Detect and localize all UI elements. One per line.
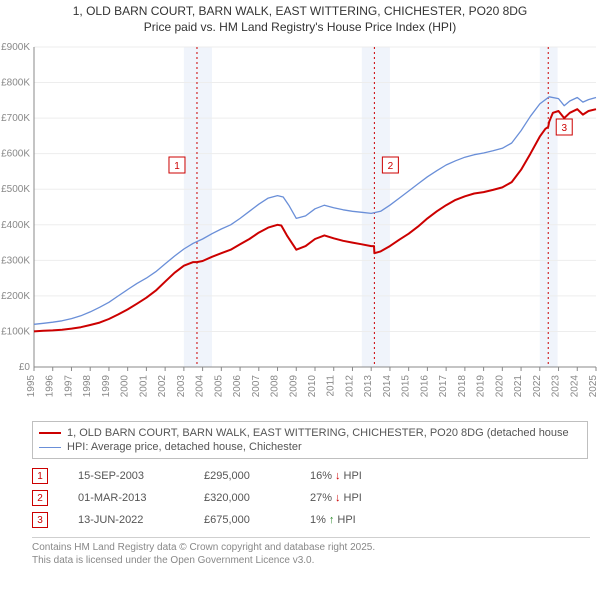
svg-text:£700K: £700K bbox=[1, 113, 30, 124]
marker-date: 15-SEP-2003 bbox=[78, 470, 178, 482]
svg-text:2009: 2009 bbox=[288, 375, 299, 398]
svg-text:2020: 2020 bbox=[494, 375, 505, 398]
svg-text:2022: 2022 bbox=[532, 375, 543, 398]
svg-text:2007: 2007 bbox=[251, 375, 262, 398]
svg-text:1997: 1997 bbox=[63, 375, 74, 398]
marker-row: 1 15-SEP-2003 £295,000 16%↓HPI bbox=[32, 465, 590, 487]
svg-text:2: 2 bbox=[388, 161, 394, 172]
svg-text:£400K: £400K bbox=[1, 220, 30, 231]
svg-text:2024: 2024 bbox=[569, 375, 580, 398]
footer-line-2: This data is licensed under the Open Gov… bbox=[32, 555, 590, 568]
svg-text:2021: 2021 bbox=[513, 375, 524, 398]
title-line-1: 1, OLD BARN COURT, BARN WALK, EAST WITTE… bbox=[10, 4, 590, 20]
line-chart-svg: £0 £100K £200K £300K £400K £500K £600K £700K £80… bbox=[0, 37, 600, 417]
svg-text:£800K: £800K bbox=[1, 78, 30, 89]
marker-price: £320,000 bbox=[204, 492, 284, 504]
svg-text:1998: 1998 bbox=[82, 375, 93, 398]
svg-text:1996: 1996 bbox=[45, 375, 56, 398]
svg-text:2011: 2011 bbox=[326, 375, 337, 397]
svg-text:3: 3 bbox=[561, 123, 567, 134]
svg-text:2014: 2014 bbox=[382, 375, 393, 398]
marker-row: 2 01-MAR-2013 £320,000 27%↓HPI bbox=[32, 487, 590, 509]
svg-text:2013: 2013 bbox=[363, 375, 374, 398]
arrow-icon: ↑ bbox=[329, 514, 335, 526]
legend-label: HPI: Average price, detached house, Chic… bbox=[67, 441, 302, 453]
svg-text:1995: 1995 bbox=[26, 375, 37, 398]
marker-number-box: 1 bbox=[32, 468, 48, 484]
svg-text:2018: 2018 bbox=[457, 375, 468, 398]
marker-price: £675,000 bbox=[204, 514, 284, 526]
svg-text:£300K: £300K bbox=[1, 256, 30, 267]
svg-text:2003: 2003 bbox=[176, 375, 187, 398]
marker-price: £295,000 bbox=[204, 470, 284, 482]
svg-text:1: 1 bbox=[174, 161, 180, 172]
svg-text:£0: £0 bbox=[19, 362, 31, 373]
svg-text:2019: 2019 bbox=[476, 375, 487, 398]
marker-number-box: 3 bbox=[32, 512, 48, 528]
svg-text:£900K: £900K bbox=[1, 42, 30, 53]
arrow-icon: ↓ bbox=[335, 470, 341, 482]
svg-text:2002: 2002 bbox=[157, 375, 168, 398]
svg-text:2023: 2023 bbox=[551, 375, 562, 398]
legend-item: 1, OLD BARN COURT, BARN WALK, EAST WITTE… bbox=[39, 426, 581, 440]
svg-text:2008: 2008 bbox=[270, 375, 281, 398]
marker-date: 01-MAR-2013 bbox=[78, 492, 178, 504]
svg-text:£500K: £500K bbox=[1, 184, 30, 195]
legend-swatch bbox=[39, 432, 61, 434]
marker-delta: 27%↓HPI bbox=[310, 492, 390, 504]
footer-line-1: Contains HM Land Registry data © Crown c… bbox=[32, 542, 590, 555]
marker-row: 3 13-JUN-2022 £675,000 1%↑HPI bbox=[32, 509, 590, 531]
legend-item: HPI: Average price, detached house, Chic… bbox=[39, 440, 581, 454]
legend: 1, OLD BARN COURT, BARN WALK, EAST WITTE… bbox=[32, 421, 588, 459]
svg-text:£100K: £100K bbox=[1, 327, 30, 338]
marker-number-box: 2 bbox=[32, 490, 48, 506]
chart-title-block: 1, OLD BARN COURT, BARN WALK, EAST WITTE… bbox=[0, 0, 600, 37]
svg-text:2005: 2005 bbox=[213, 375, 224, 398]
svg-text:£600K: £600K bbox=[1, 149, 30, 160]
marker-delta: 16%↓HPI bbox=[310, 470, 390, 482]
svg-text:2000: 2000 bbox=[120, 375, 131, 398]
svg-text:2001: 2001 bbox=[138, 375, 149, 398]
svg-text:2015: 2015 bbox=[401, 375, 412, 398]
arrow-icon: ↓ bbox=[335, 492, 341, 504]
svg-text:2012: 2012 bbox=[344, 375, 355, 398]
svg-text:£200K: £200K bbox=[1, 291, 30, 302]
legend-swatch bbox=[39, 447, 61, 448]
svg-text:2016: 2016 bbox=[419, 375, 430, 398]
title-line-2: Price paid vs. HM Land Registry's House … bbox=[10, 20, 590, 36]
svg-text:2006: 2006 bbox=[232, 375, 243, 398]
svg-text:2004: 2004 bbox=[195, 375, 206, 398]
chart-area: £0 £100K £200K £300K £400K £500K £600K £700K £80… bbox=[0, 37, 600, 417]
marker-table: 1 15-SEP-2003 £295,000 16%↓HPI 2 01-MAR-2013 £… bbox=[32, 465, 590, 531]
svg-text:2010: 2010 bbox=[307, 375, 318, 398]
marker-delta: 1%↑HPI bbox=[310, 514, 390, 526]
svg-text:1999: 1999 bbox=[101, 375, 112, 398]
legend-label: 1, OLD BARN COURT, BARN WALK, EAST WITTE… bbox=[67, 427, 569, 439]
svg-text:2025: 2025 bbox=[588, 375, 599, 398]
marker-date: 13-JUN-2022 bbox=[78, 514, 178, 526]
svg-text:2017: 2017 bbox=[438, 375, 449, 398]
footer-attribution: Contains HM Land Registry data © Crown c… bbox=[32, 537, 590, 567]
